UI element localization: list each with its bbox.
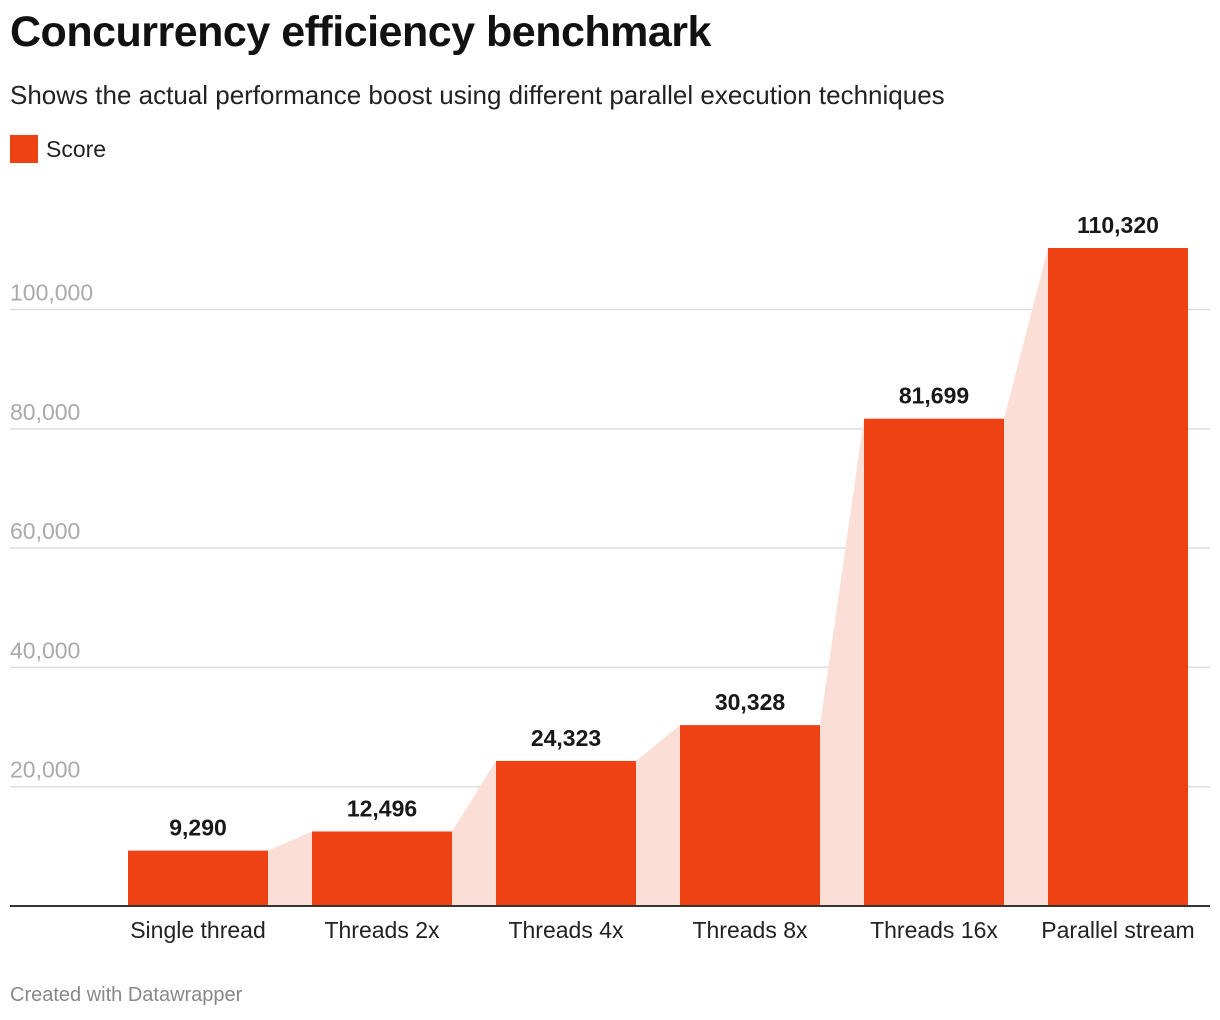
legend-swatch (10, 135, 38, 163)
x-tick-label: Threads 4x (508, 917, 624, 943)
y-tick-label: 60,000 (10, 518, 80, 544)
value-label: 12,496 (347, 795, 417, 821)
x-tick-label: Threads 8x (692, 917, 808, 943)
bar-connector (452, 760, 496, 906)
y-tick-label: 40,000 (10, 637, 80, 663)
bars (128, 248, 1188, 906)
value-label: 110,320 (1077, 212, 1159, 238)
legend-label: Score (46, 135, 107, 162)
x-tick-label: Threads 2x (324, 917, 440, 943)
bar-connector (820, 418, 864, 906)
y-tick-label: 100,000 (10, 280, 93, 306)
bar-parallel-stream (1048, 248, 1188, 906)
x-axis: Single thread Threads 2x Threads 4x Threads… (10, 905, 1210, 943)
bar-connectors (268, 248, 1048, 906)
chart-subtitle: Shows the actual performance boost using… (10, 80, 945, 110)
bar-threads-8x (680, 725, 820, 906)
chart-title: Concurrency efficiency benchmark (10, 8, 711, 56)
y-tick-label: 20,000 (10, 757, 80, 783)
legend: Score (10, 134, 106, 164)
bar-connector (1004, 248, 1048, 906)
footer-credit: Created with Datawrapper (10, 984, 243, 1006)
bar-connector (636, 725, 680, 906)
x-tick-label: Parallel stream (1041, 917, 1194, 943)
x-tick-label: Threads 16x (870, 917, 998, 943)
bar-threads-16x (864, 418, 1004, 906)
value-label: 24,323 (531, 725, 601, 751)
bar-connector (268, 831, 312, 906)
value-label: 30,328 (715, 689, 786, 715)
y-tick-label: 80,000 (10, 399, 80, 425)
bar-threads-4x (496, 760, 636, 906)
value-label: 9,290 (169, 815, 227, 841)
bar-threads-2x (312, 831, 452, 906)
x-tick-label: Single thread (130, 917, 266, 943)
value-labels: 9,290 12,496 24,323 30,328 81,699 110,320 (169, 212, 1159, 841)
value-label: 81,699 (899, 383, 969, 409)
bar-single-thread (128, 850, 268, 906)
